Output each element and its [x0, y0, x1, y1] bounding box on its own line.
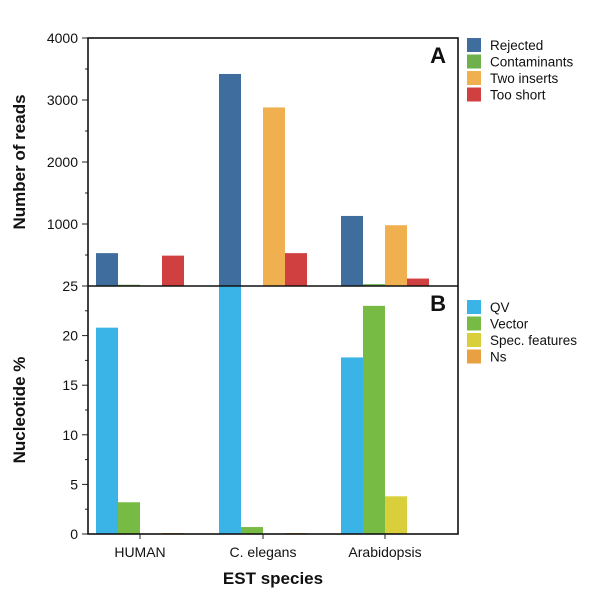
y-tick-label: 10	[62, 427, 78, 443]
legend-swatch	[467, 316, 481, 331]
legend-label: QV	[490, 300, 510, 315]
legend-swatch	[467, 333, 481, 347]
bar-two-inserts	[263, 107, 285, 286]
legend-swatch	[467, 54, 481, 69]
bar-qv	[341, 357, 363, 534]
x-tick-label: C. elegans	[230, 544, 297, 560]
bar-two-inserts	[385, 225, 407, 286]
y-axis-title: Number of reads	[10, 94, 29, 229]
y-tick-label: 5	[70, 476, 78, 492]
bar-contaminants	[363, 284, 385, 286]
legend-label: Ns	[490, 350, 507, 365]
bar-qv	[96, 327, 118, 534]
y-tick-label: 0	[70, 526, 78, 542]
x-axis-title: EST species	[223, 569, 323, 588]
y-tick-label: 1000	[47, 216, 78, 232]
y-tick-label: 15	[62, 377, 78, 393]
bar-spec-features	[385, 496, 407, 534]
bar-qv	[219, 286, 241, 534]
bar-too-short	[407, 278, 429, 286]
bar-too-short	[162, 255, 184, 286]
y-axis-title: Nucleotide %	[10, 357, 29, 464]
legend-label: Two inserts	[490, 71, 559, 86]
x-tick-label: HUMAN	[114, 544, 165, 560]
legend-label: Spec. features	[490, 333, 577, 348]
y-tick-label: 2000	[47, 154, 78, 170]
legend-swatch	[467, 38, 481, 52]
legend-swatch	[467, 71, 481, 85]
y-tick-label: 20	[62, 328, 78, 344]
bar-rejected	[341, 215, 363, 286]
bar-rejected	[96, 253, 118, 286]
legend-swatch	[467, 349, 481, 364]
legend-label: Rejected	[490, 38, 543, 53]
bar-vector	[118, 502, 140, 534]
panel-label: A	[430, 43, 446, 68]
y-tick-label: 4000	[47, 30, 78, 46]
y-tick-label: 3000	[47, 92, 78, 108]
bar-vector	[363, 305, 385, 534]
legend-swatch	[467, 87, 481, 102]
y-tick-label: 25	[62, 278, 78, 294]
panel-label: B	[430, 291, 446, 316]
legend-swatch	[467, 300, 481, 314]
legend-label: Contaminants	[490, 55, 574, 70]
bar-too-short	[285, 253, 307, 286]
bar-rejected	[219, 73, 241, 287]
x-tick-label: Arabidopsis	[348, 544, 421, 560]
legend-label: Vector	[490, 317, 529, 332]
bar-vector	[241, 527, 263, 534]
legend-label: Too short	[490, 88, 546, 103]
